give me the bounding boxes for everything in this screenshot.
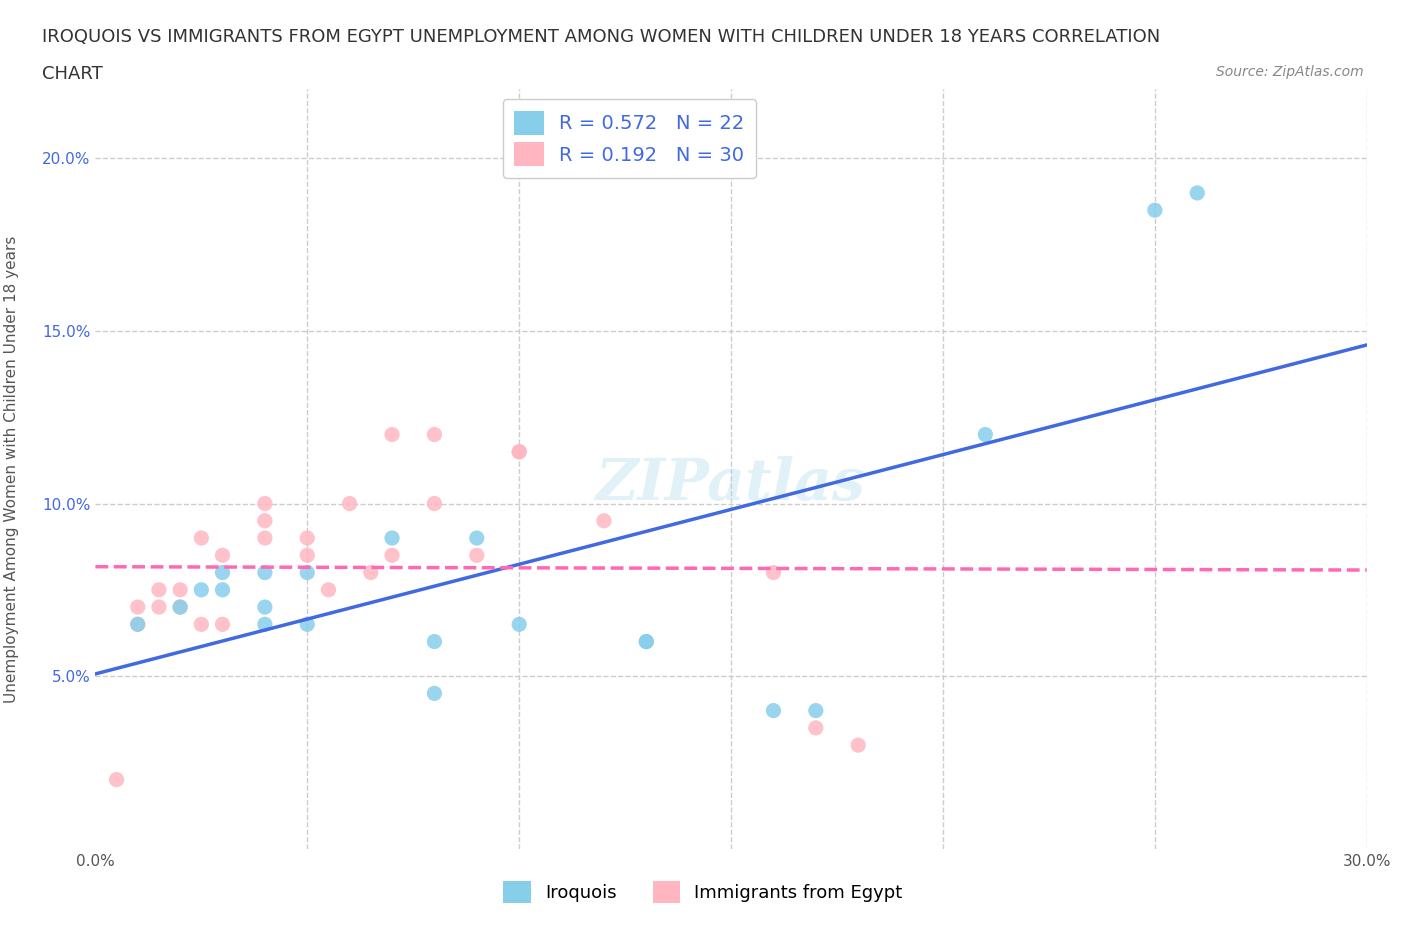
Point bbox=[297, 617, 319, 631]
Point bbox=[105, 772, 128, 787]
Text: IROQUOIS VS IMMIGRANTS FROM EGYPT UNEMPLOYMENT AMONG WOMEN WITH CHILDREN UNDER 1: IROQUOIS VS IMMIGRANTS FROM EGYPT UNEMPL… bbox=[42, 28, 1160, 46]
Point bbox=[423, 496, 446, 511]
Point bbox=[253, 565, 276, 580]
Point bbox=[253, 513, 276, 528]
Point bbox=[508, 617, 530, 631]
Point bbox=[423, 634, 446, 649]
Point bbox=[381, 548, 404, 563]
Point bbox=[381, 427, 404, 442]
Y-axis label: Unemployment Among Women with Children Under 18 years: Unemployment Among Women with Children U… bbox=[4, 235, 20, 703]
Point bbox=[846, 737, 869, 752]
Point bbox=[148, 600, 170, 615]
Point bbox=[297, 548, 319, 563]
Point bbox=[169, 582, 191, 597]
Point bbox=[762, 703, 785, 718]
Point bbox=[318, 582, 340, 597]
Text: ZIPatlas: ZIPatlas bbox=[596, 456, 866, 512]
Point bbox=[804, 721, 827, 736]
Legend: R = 0.572   N = 22, R = 0.192   N = 30: R = 0.572 N = 22, R = 0.192 N = 30 bbox=[503, 100, 756, 178]
Point bbox=[127, 617, 149, 631]
Point bbox=[211, 548, 233, 563]
Point bbox=[211, 617, 233, 631]
Point bbox=[636, 634, 658, 649]
Point bbox=[1187, 185, 1209, 200]
Point bbox=[636, 634, 658, 649]
Point bbox=[297, 565, 319, 580]
Point bbox=[253, 496, 276, 511]
Point bbox=[127, 600, 149, 615]
Legend: Iroquois, Immigrants from Egypt: Iroquois, Immigrants from Egypt bbox=[495, 871, 911, 911]
Point bbox=[593, 513, 616, 528]
Point bbox=[297, 531, 319, 546]
Point bbox=[253, 617, 276, 631]
Point bbox=[1143, 203, 1166, 218]
Point bbox=[169, 600, 191, 615]
Point bbox=[508, 445, 530, 459]
Point bbox=[211, 565, 233, 580]
Point bbox=[190, 531, 212, 546]
Point bbox=[190, 617, 212, 631]
Point bbox=[465, 531, 488, 546]
Point bbox=[211, 582, 233, 597]
Point bbox=[423, 427, 446, 442]
Point bbox=[974, 427, 997, 442]
Point bbox=[423, 686, 446, 701]
Point bbox=[253, 531, 276, 546]
Point bbox=[169, 600, 191, 615]
Point bbox=[190, 582, 212, 597]
Point bbox=[762, 565, 785, 580]
Point bbox=[339, 496, 361, 511]
Point bbox=[381, 531, 404, 546]
Point bbox=[804, 703, 827, 718]
Point bbox=[508, 445, 530, 459]
Point bbox=[148, 582, 170, 597]
Point bbox=[360, 565, 382, 580]
Point bbox=[465, 548, 488, 563]
Point bbox=[127, 617, 149, 631]
Text: CHART: CHART bbox=[42, 65, 103, 83]
Text: Source: ZipAtlas.com: Source: ZipAtlas.com bbox=[1216, 65, 1364, 79]
Point bbox=[253, 600, 276, 615]
